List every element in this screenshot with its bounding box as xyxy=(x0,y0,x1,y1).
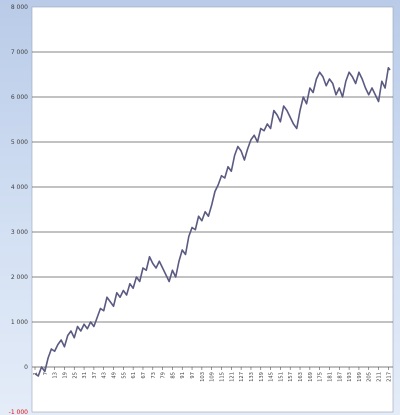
x-tick-label: 205 xyxy=(367,372,373,382)
x-tick-label: 7 xyxy=(43,372,49,375)
x-tick-label: 61 xyxy=(131,372,137,379)
y-tick-label: 3 000 xyxy=(11,229,28,236)
x-axis: 1 7 13 19 25 31 37 43 49 55 61 67 73 79 85 91 97 103 109 11… xyxy=(33,367,392,382)
y-tick-label: -1 000 xyxy=(9,409,29,415)
x-tick-label: 211 xyxy=(377,372,383,382)
x-tick-label: 109 xyxy=(210,372,216,382)
x-tick-label: 67 xyxy=(141,372,147,379)
x-tick-label: 169 xyxy=(308,372,314,382)
gridlines xyxy=(32,51,393,368)
x-tick-label: 85 xyxy=(170,372,176,379)
y-tick-label: 8 000 xyxy=(11,4,28,11)
x-tick-label: 55 xyxy=(121,372,127,379)
x-tick-label: 49 xyxy=(112,372,118,379)
y-tick-label: 1 000 xyxy=(11,319,28,326)
y-tick-label: 4 000 xyxy=(11,184,28,191)
x-tick-label: 103 xyxy=(200,372,206,382)
x-tick-label: 187 xyxy=(337,372,343,382)
x-tick-label: 37 xyxy=(92,372,98,379)
x-tick-label: 25 xyxy=(72,372,78,379)
y-tick-label: 5 000 xyxy=(11,139,28,146)
x-tick-label: 19 xyxy=(62,372,68,379)
x-tick-label: 151 xyxy=(278,372,284,382)
x-tick-label: 217 xyxy=(386,372,392,382)
x-tick-label: 43 xyxy=(102,372,108,379)
x-tick-label: 73 xyxy=(151,372,157,379)
series-line xyxy=(34,66,391,377)
y-tick-label: 0 xyxy=(24,364,28,371)
x-tick-label: 163 xyxy=(298,372,304,382)
x-tick-label: 115 xyxy=(219,372,225,382)
x-tick-label: 175 xyxy=(318,372,324,382)
x-tick-label: 145 xyxy=(269,372,275,382)
plot-area xyxy=(31,6,394,413)
y-tick-label: 6 000 xyxy=(11,94,28,101)
x-tick-label: 31 xyxy=(82,372,88,379)
x-tick-label: 139 xyxy=(259,372,265,382)
x-tick-label: 193 xyxy=(347,372,353,382)
x-tick-label: 121 xyxy=(229,372,235,382)
series-group xyxy=(34,66,391,377)
x-tick-label: 127 xyxy=(239,372,245,382)
y-tick-label: 2 000 xyxy=(11,274,28,281)
x-tick-label: 181 xyxy=(327,372,333,382)
x-tick-label: 199 xyxy=(357,372,363,382)
x-tick-label: 91 xyxy=(180,372,186,379)
x-tick-label: 133 xyxy=(249,372,255,382)
x-tick-label: 97 xyxy=(190,372,196,379)
x-tick-label: 79 xyxy=(161,372,167,379)
y-tick-label: 7 000 xyxy=(11,49,28,56)
y-axis: 8 000 7 000 6 000 5 000 4 000 3 000 2 000 1 000… xyxy=(9,4,29,415)
x-tick-label: 13 xyxy=(53,372,59,379)
x-tick-label: 157 xyxy=(288,372,294,382)
